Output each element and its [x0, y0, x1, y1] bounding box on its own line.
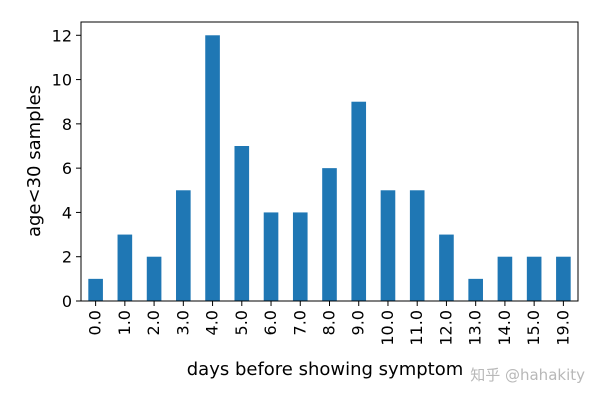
bar-2.0: [146, 256, 162, 301]
watermark: 知乎 @hahakity: [470, 366, 585, 384]
bar-9.0: [351, 101, 367, 301]
x-tick-label: 10.0: [378, 310, 397, 346]
x-tick-label: 19.0: [553, 310, 572, 346]
bar-10.0: [380, 190, 396, 301]
bar-6.0: [263, 212, 279, 301]
bar-12.0: [439, 234, 454, 301]
bar-14.0: [497, 256, 513, 301]
y-tick-label: 10: [52, 71, 72, 90]
bar-19.0: [556, 256, 571, 301]
x-tick-label: 1.0: [115, 310, 134, 335]
bar-3.0: [176, 190, 191, 301]
bar-0.0: [88, 278, 103, 301]
x-tick-label: 15.0: [524, 310, 543, 346]
x-axis-label: days before showing symptom: [187, 359, 464, 380]
y-tick-label: 8: [62, 115, 72, 134]
x-tick-label: 3.0: [173, 310, 192, 335]
x-tick-label: 5.0: [232, 310, 251, 335]
y-axis-label: age<30 samples: [24, 85, 45, 237]
x-tick-label: 7.0: [290, 310, 309, 335]
x-tick-label: 8.0: [320, 310, 339, 335]
x-tick-label: 4.0: [203, 310, 222, 335]
bar-8.0: [322, 168, 337, 301]
bar-4.0: [205, 35, 220, 302]
x-tick-label: 12.0: [436, 310, 455, 346]
x-tick-label: 14.0: [495, 310, 514, 346]
bar-13.0: [468, 278, 483, 301]
x-tick-label: 0.0: [86, 310, 105, 335]
bars-layer: [88, 35, 571, 302]
bar-1.0: [117, 234, 133, 301]
y-tick-label: 2: [62, 248, 72, 267]
y-tick-label: 0: [62, 292, 72, 311]
bar-5.0: [234, 146, 250, 301]
ticks-layer: 0 2 4 6 8 10 12 0.0 1.0 2.0 3.0 4.0 5.0 6.0 7.0 8.0 9.0 1…: [52, 26, 573, 345]
x-tick-label: 13.0: [466, 310, 485, 346]
x-tick-label: 6.0: [261, 310, 280, 335]
x-tick-label: 2.0: [144, 310, 163, 335]
y-tick-label: 4: [62, 203, 72, 222]
x-tick-label: 11.0: [407, 310, 426, 346]
y-tick-label: 6: [62, 159, 72, 178]
bar-15.0: [526, 256, 542, 301]
bar-11.0: [409, 190, 425, 301]
x-tick-label: 9.0: [349, 310, 368, 335]
bar-7.0: [292, 212, 308, 301]
y-tick-label: 12: [52, 26, 72, 45]
